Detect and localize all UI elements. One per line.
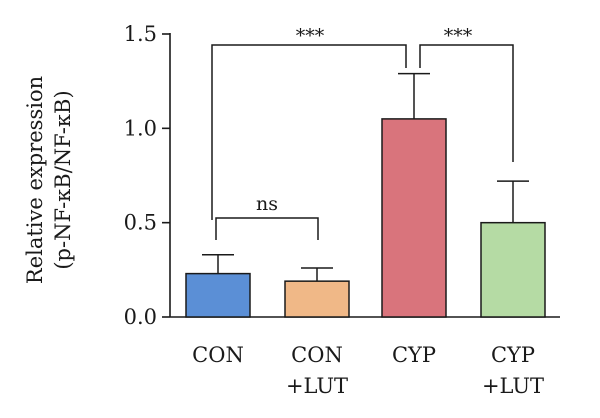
y-axis-label-line1: Relative expression: [23, 76, 47, 284]
error-bars: [202, 72, 529, 282]
significance-brackets: ns *** ***: [211, 25, 514, 240]
y-tick-label: 1.5: [124, 22, 157, 46]
y-tick-label: 0.0: [124, 305, 157, 329]
bar: [284, 280, 350, 318]
significance-bracket: [211, 44, 407, 220]
y-tick-label: 0.5: [124, 211, 157, 235]
x-category-labels: CON CON +LUT CYP CYP +LUT: [192, 343, 544, 398]
significance-bracket: [419, 44, 514, 162]
bar: [185, 272, 251, 318]
significance-label: ***: [296, 25, 325, 47]
x-category-label: CYP: [392, 343, 436, 367]
y-axis-label: Relative expression (p-NF-κB/NF-κB): [23, 76, 75, 284]
y-ticks: 0.0 0.5 1.0 1.5: [124, 22, 170, 329]
significance-bracket: [215, 217, 319, 240]
x-category-label-sub: +LUT: [286, 374, 348, 398]
x-category-label: CYP: [491, 343, 535, 367]
significance-label: ns: [256, 193, 278, 215]
x-category-label: CON: [192, 343, 244, 367]
x-category-label: CON: [291, 343, 343, 367]
significance-label: ***: [444, 25, 473, 47]
y-tick-label: 1.0: [124, 116, 157, 140]
y-axis-label-line2: (p-NF-κB/NF-κB): [51, 90, 75, 269]
x-category-label-sub: +LUT: [482, 374, 544, 398]
bar: [381, 118, 447, 318]
bar: [480, 221, 546, 318]
